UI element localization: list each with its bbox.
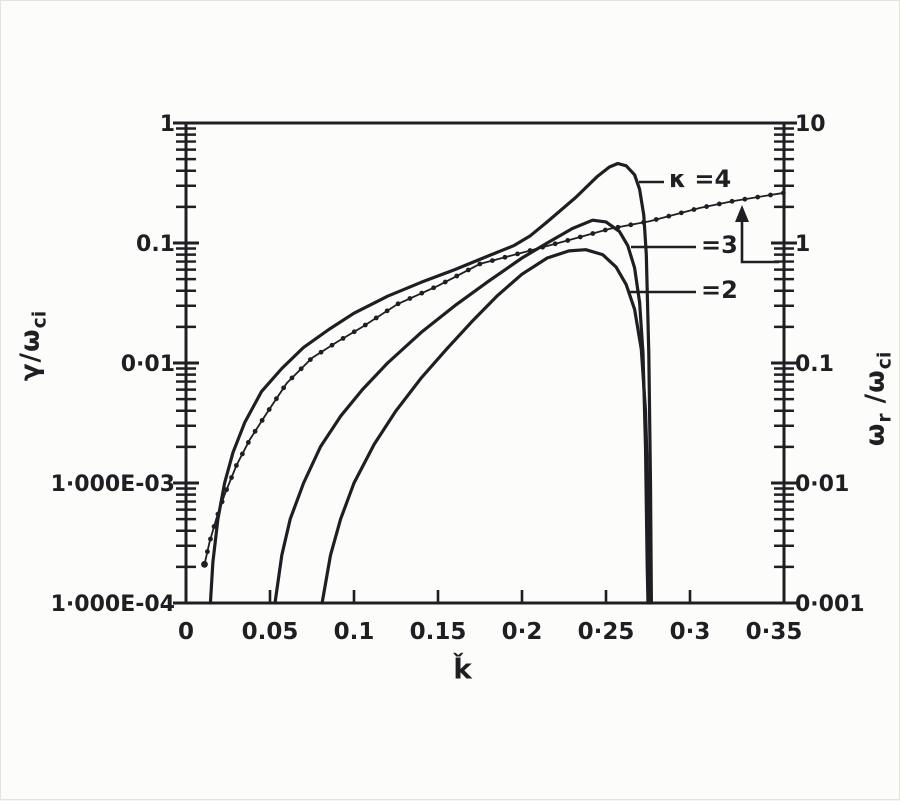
- data-dot: [742, 196, 748, 202]
- data-dot: [201, 560, 208, 568]
- data-dot: [384, 308, 390, 314]
- data-dot: [318, 349, 324, 355]
- x-tick-label: 0: [178, 619, 194, 645]
- data-dot: [691, 207, 697, 212]
- data-dot: [729, 198, 735, 204]
- x-tick-label: 0.1: [334, 619, 375, 645]
- tick-label: 0.1: [795, 352, 834, 377]
- data-dot: [298, 366, 304, 372]
- data-dot: [465, 267, 471, 273]
- data-dot: [233, 463, 239, 468]
- data-dot: [780, 190, 786, 196]
- data-dot: [716, 201, 722, 207]
- x-tick-label: 0·25: [578, 619, 635, 645]
- data-dot: [274, 396, 279, 402]
- data-dot: [477, 261, 483, 267]
- data-dot: [351, 329, 357, 335]
- plot-frame: [184, 121, 786, 605]
- left-tick-labels: 1 0.1 0·01 1·000E-03 1·000E-04: [51, 112, 175, 617]
- right-axis-title: ωr /ωci: [861, 352, 896, 447]
- curve-label: =2: [701, 276, 738, 304]
- x-tick-label: 0·3: [670, 619, 711, 645]
- data-dot: [755, 194, 761, 200]
- data-dot: [329, 342, 335, 348]
- tick-label: 0.1: [136, 232, 175, 257]
- curve-annotations: κ =4 =3 =2: [630, 165, 738, 304]
- data-dot: [666, 213, 672, 219]
- data-dot: [259, 417, 265, 423]
- data-dot: [224, 487, 230, 493]
- curve-label: =3: [701, 231, 738, 259]
- x-tick-label: 0·35: [746, 619, 803, 645]
- data-dot: [431, 285, 437, 291]
- data-dot: [653, 217, 659, 222]
- axis-pointer-arrowhead: [735, 205, 749, 222]
- data-dot: [281, 385, 287, 391]
- x-tick-label: 0.05: [242, 619, 299, 645]
- x-tick-label: 0·2: [502, 619, 543, 645]
- tick-label: 1: [160, 112, 175, 137]
- tick-label: 10: [795, 112, 826, 137]
- data-dot: [362, 322, 368, 328]
- right-tick-labels: 10 1 0.1 0·01 0·001: [795, 112, 865, 617]
- series-omega-r-dotted-dots: [201, 190, 786, 568]
- data-dot: [239, 451, 245, 457]
- axis-pointer-line: [740, 213, 779, 264]
- data-dot: [208, 536, 213, 542]
- tick-label: 0·001: [795, 592, 865, 617]
- series-omega-r-dotted: [203, 191, 785, 565]
- data-dot: [442, 279, 448, 285]
- data-dot: [590, 231, 596, 236]
- x-axis-ticks: [268, 590, 692, 603]
- data-dot: [307, 357, 313, 363]
- x-tick-label: 0.15: [410, 619, 467, 645]
- data-dot: [678, 210, 684, 216]
- x-axis-title: ǩ: [453, 652, 473, 686]
- data-dot: [502, 254, 508, 260]
- data-dot: [395, 301, 401, 307]
- left-axis-ticks: [173, 121, 199, 605]
- series-kappa-3: [273, 218, 650, 605]
- data-dot: [489, 258, 495, 263]
- data-dot: [577, 234, 583, 240]
- data-dot: [211, 524, 217, 529]
- data-dot: [565, 238, 571, 243]
- data-dot: [289, 375, 295, 381]
- tick-label: 1·000E-04: [51, 592, 175, 617]
- curve-label: κ =4: [669, 165, 731, 193]
- axis-title-text: /ω: [860, 369, 891, 414]
- data-dot: [628, 222, 634, 228]
- data-dot: [340, 336, 346, 341]
- tick-label: 1·000E-03: [51, 472, 175, 497]
- series-kappa-2: [320, 248, 652, 605]
- data-dot: [407, 296, 413, 301]
- axis-title-subscript: ci: [874, 351, 896, 370]
- data-dot: [704, 204, 709, 209]
- axis-title-subscript: r: [874, 413, 896, 423]
- data-dot: [229, 475, 234, 480]
- axis-title-text: γ/ω: [15, 328, 46, 382]
- tick-label: 0·01: [121, 352, 175, 377]
- data-dot: [245, 440, 251, 445]
- tick-label: 1: [795, 232, 810, 257]
- series-kappa-4: [208, 161, 653, 605]
- data-dot: [419, 290, 425, 296]
- data-dot: [373, 315, 379, 321]
- data-dot: [204, 549, 210, 555]
- left-axis-title: γ/ωci: [16, 311, 51, 381]
- data-dot: [552, 241, 558, 247]
- data-dot: [252, 428, 258, 434]
- tick-label: 0·01: [795, 472, 849, 497]
- right-axis-ticks: [771, 121, 797, 605]
- data-dot: [515, 251, 520, 257]
- data-dot: [602, 227, 608, 233]
- axis-title-subscript: ci: [29, 310, 51, 329]
- data-dot: [768, 192, 773, 198]
- axis-title-text: ω: [860, 422, 891, 447]
- data-dot: [454, 273, 460, 279]
- data-dot: [266, 407, 272, 412]
- x-tick-labels: 0 0.05 0.1 0.15 0·2 0·25 0·3 0·35: [178, 619, 802, 645]
